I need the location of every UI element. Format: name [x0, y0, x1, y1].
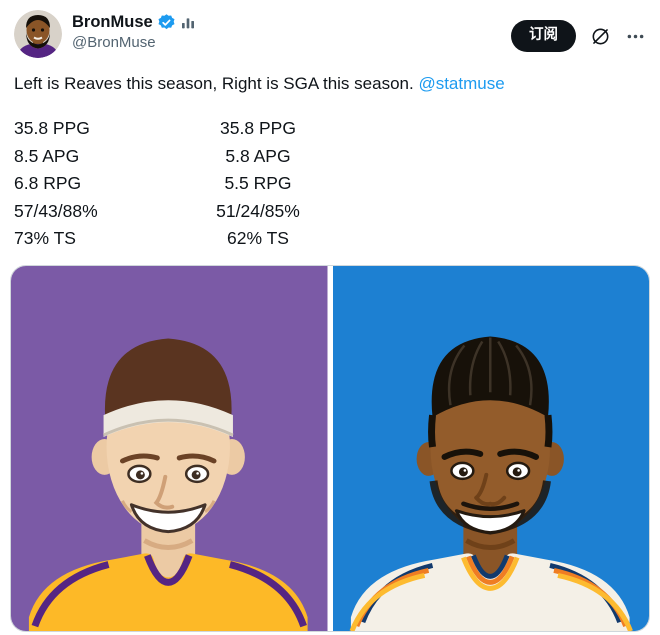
display-name[interactable]: BronMuse: [72, 13, 153, 31]
tweet-text: Left is Reaves this season, Right is SGA…: [0, 72, 660, 96]
stats-block: 35.8 PPG 8.5 APG 6.8 RPG 57/43/88% 73% T…: [0, 115, 660, 253]
stat-line: 62% TS: [227, 228, 289, 248]
stat-line: 73% TS: [14, 228, 76, 248]
stat-line: 8.5 APG: [14, 145, 80, 166]
mention-link[interactable]: @statmuse: [418, 74, 505, 93]
avatar-lebron-cartoon: [14, 10, 62, 58]
sga-cartoon: [332, 265, 649, 631]
stat-line: 5.5 RPG: [224, 173, 292, 193]
reaves-cartoon: [11, 265, 328, 631]
media-panel-sga[interactable]: [332, 265, 649, 631]
tweet-header: BronMuse @BronMuse 订阅: [0, 0, 660, 58]
avatar[interactable]: [14, 10, 62, 58]
stats-right-column: 35.8 PPG 5.8 APG 5.5 RPG 51/24/85% 62% T…: [182, 115, 334, 253]
tweet-text-main: Left is Reaves this season, Right is SGA…: [14, 74, 419, 93]
media-panel-reaves[interactable]: [11, 265, 328, 631]
stat-line: 57/43/88%: [14, 200, 98, 221]
header-actions: 订阅: [511, 10, 646, 58]
user-handle[interactable]: @BronMuse: [72, 34, 156, 51]
stat-line: 6.8 RPG: [14, 173, 82, 193]
subscribe-button[interactable]: 订阅: [511, 20, 576, 52]
more-icon[interactable]: [625, 26, 646, 47]
verified-badge-icon: [158, 14, 175, 30]
identity-block: BronMuse @BronMuse: [72, 10, 511, 58]
stat-line: 5.8 APG: [225, 145, 291, 166]
name-row: BronMuse: [72, 13, 511, 32]
stat-line: 51/24/85%: [216, 200, 300, 221]
stat-line: 35.8 PPG: [220, 118, 296, 138]
tweet-media[interactable]: [10, 264, 650, 632]
stat-line: 35.8 PPG: [14, 118, 90, 138]
grok-icon[interactable]: [590, 26, 611, 47]
analytics-icon: [181, 17, 194, 28]
stats-left-column: 35.8 PPG 8.5 APG 6.8 RPG 57/43/88% 73% T…: [14, 115, 182, 253]
